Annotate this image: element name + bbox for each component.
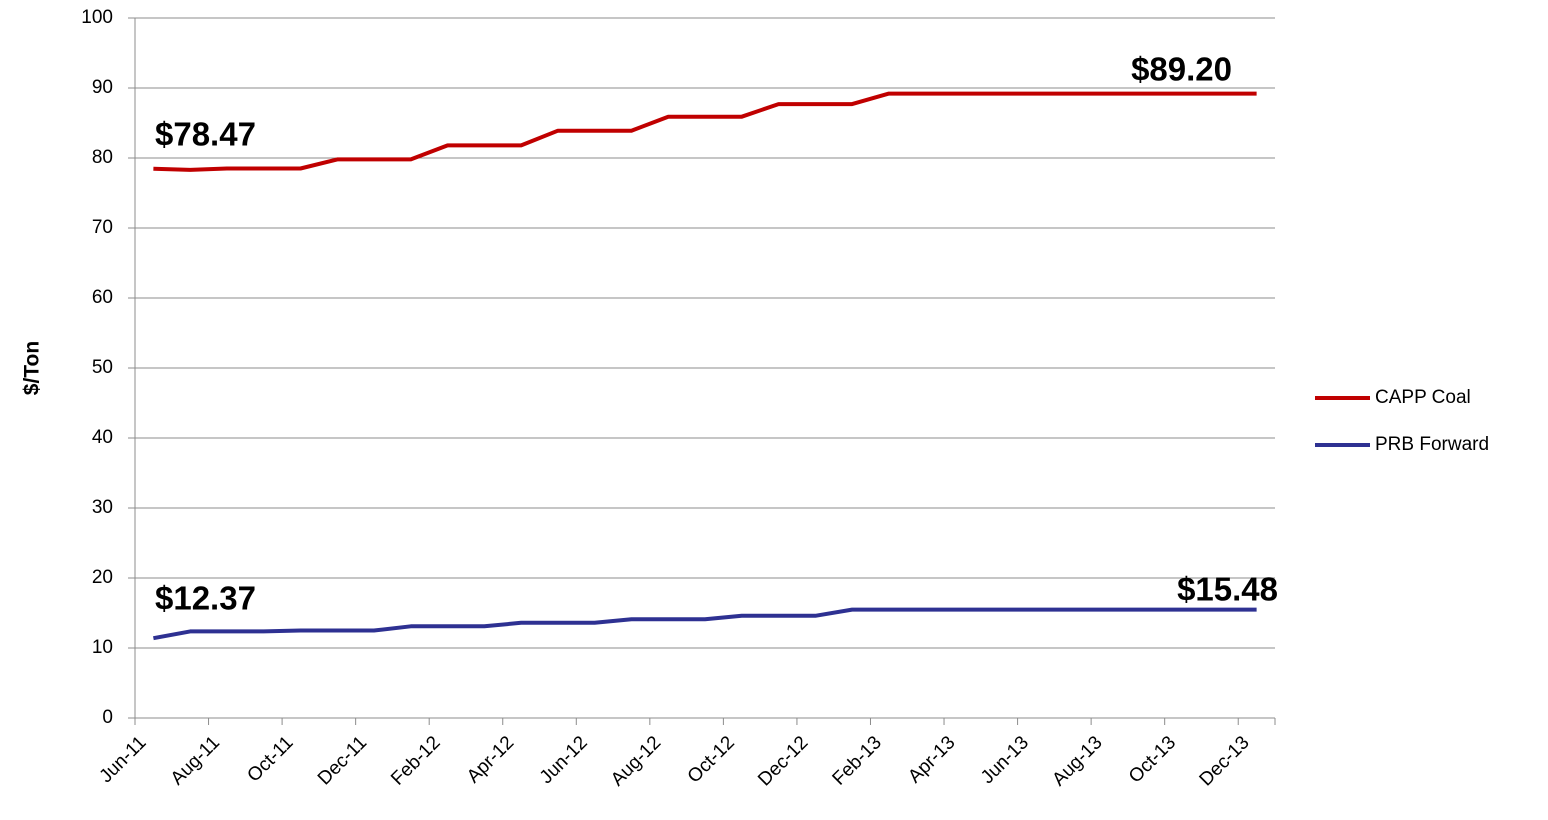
x-tick-label: Feb-12 (387, 732, 444, 789)
y-tick-label: 10 (92, 637, 113, 658)
series-line (153, 607, 1257, 641)
y-tick-label: 40 (92, 427, 113, 448)
x-tick-label: Feb-13 (829, 732, 886, 789)
x-tick-label: Oct-11 (243, 732, 297, 786)
x-tick-label: Aug-12 (607, 732, 665, 790)
y-tick-label: 30 (92, 497, 113, 518)
x-tick-label: Oct-13 (1125, 732, 1180, 787)
y-tick-label: 60 (92, 287, 113, 308)
x-tick-label: Jun-11 (96, 732, 151, 787)
annotation: $12.37 (155, 580, 256, 617)
legend-label: CAPP Coal (1375, 387, 1471, 408)
y-tick-label: 80 (92, 147, 113, 168)
series-line (153, 91, 1257, 172)
x-tick-label: Aug-13 (1048, 732, 1106, 790)
annotation: $78.47 (155, 116, 256, 153)
y-tick-label: 100 (81, 7, 113, 28)
y-tick-label: 50 (92, 357, 113, 378)
annotation: $15.48 (1177, 571, 1278, 608)
x-tick-label: Jun-12 (536, 732, 592, 788)
y-axis-title: $/Ton (21, 341, 44, 395)
x-tick-label: Dec-12 (754, 732, 812, 790)
x-tick-label: Apr-13 (904, 732, 959, 787)
x-tick-label: Oct-12 (684, 732, 739, 787)
x-tick-label: Apr-12 (463, 732, 518, 787)
x-tick-label: Jun-13 (977, 732, 1033, 788)
y-tick-label: 70 (92, 217, 113, 238)
x-tick-label: Dec-11 (314, 732, 371, 789)
x-tick-label: Aug-11 (167, 732, 224, 789)
y-tick-label: 90 (92, 77, 113, 98)
y-tick-label: 0 (102, 707, 113, 728)
y-tick-label: 20 (92, 567, 113, 588)
x-tick-label: Dec-13 (1196, 732, 1254, 790)
annotation: $89.20 (1131, 51, 1232, 88)
legend-label: PRB Forward (1375, 434, 1489, 455)
